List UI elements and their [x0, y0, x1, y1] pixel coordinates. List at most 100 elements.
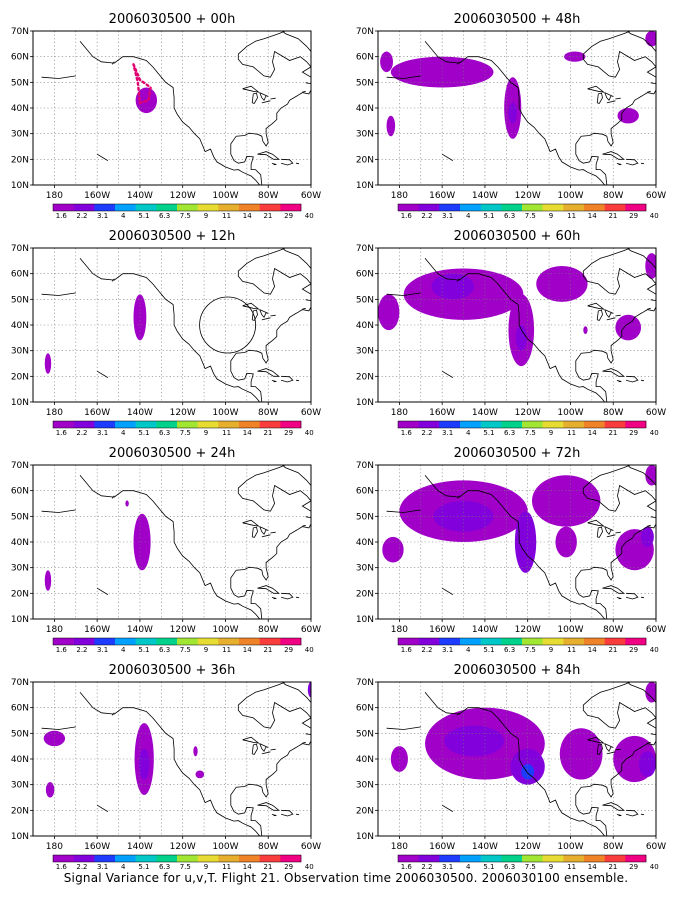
lon-label: 100W: [557, 842, 583, 852]
colorbar-swatch: [239, 204, 260, 211]
lon-label: 80W: [258, 842, 278, 852]
variance-blob: [378, 294, 400, 331]
colorbar-swatch: [53, 638, 74, 645]
coastline: [625, 375, 639, 383]
coastline: [79, 692, 311, 836]
colorbar-label: 21: [263, 646, 272, 654]
lat-label: 70N: [356, 461, 374, 471]
colorbar-label: 5.1: [483, 212, 494, 220]
coastline: [259, 309, 269, 319]
colorbar-swatch: [439, 855, 461, 862]
coastline: [596, 526, 603, 538]
colorbar-swatch: [94, 421, 116, 428]
lat-label: 50N: [11, 729, 29, 739]
lon-label: 180: [46, 191, 63, 201]
colorbar-swatch: [73, 204, 95, 211]
colorbar-label: 21: [608, 646, 617, 654]
coastline: [281, 465, 311, 486]
colorbar-swatch: [156, 421, 178, 428]
lat-label: 70N: [356, 27, 374, 37]
colorbar-swatch: [604, 204, 626, 211]
colorbar-frame: [397, 420, 647, 429]
lon-label: 100W: [557, 191, 583, 201]
colorbar-label: 6.3: [159, 429, 170, 437]
colorbar-label: 14: [243, 429, 252, 437]
lon-label: 160W: [84, 625, 110, 635]
coastline: [251, 526, 258, 538]
coastline: [111, 61, 115, 65]
lat-label: 30N: [11, 564, 29, 574]
colorbar-label: 40: [650, 646, 659, 654]
lat-label: 20N: [11, 372, 29, 382]
lat-label: 50N: [356, 78, 374, 88]
colorbar-frame: [397, 854, 647, 863]
lat-label: 70N: [356, 678, 374, 688]
colorbar-label: 6.3: [504, 646, 515, 654]
colorbar-label: 14: [243, 646, 252, 654]
colorbar-label: 40: [305, 863, 314, 871]
colorbar-label: 9: [549, 863, 553, 871]
lat-label: 50N: [356, 729, 374, 739]
colorbar-label: 3.1: [97, 863, 108, 871]
colorbar-label: 2.2: [421, 212, 432, 220]
coastline: [615, 531, 621, 534]
coastline: [295, 379, 300, 382]
coastline: [270, 97, 276, 100]
lon-label: 100W: [212, 625, 238, 635]
lon-label: 140W: [472, 625, 498, 635]
colorbar-swatch: [280, 204, 302, 211]
lat-label: 30N: [356, 347, 374, 357]
colorbar-swatch: [53, 204, 74, 211]
coastline: [616, 597, 622, 600]
map-frame: [32, 247, 312, 403]
coastline: [302, 90, 306, 93]
colorbar-swatch: [522, 638, 543, 645]
colorbar-label: 1.6: [401, 429, 413, 437]
panel-title: 2006030500 + 36h: [109, 663, 236, 678]
coastline: [582, 465, 656, 512]
coastline: [615, 97, 621, 100]
colorbar-swatch: [53, 421, 74, 428]
lon-label: 100W: [212, 191, 238, 201]
colorbar-label: 21: [608, 429, 617, 437]
lat-label: 70N: [11, 461, 29, 471]
lat-label: 70N: [11, 27, 29, 37]
coastline: [386, 292, 421, 296]
colorbar-swatch: [584, 638, 605, 645]
lat-label: 60N: [356, 53, 374, 63]
colorbar-label: 29: [629, 863, 638, 871]
lon-label: 80W: [603, 408, 623, 418]
coastline: [270, 531, 276, 534]
lat-label: 20N: [356, 806, 374, 816]
coastline: [280, 158, 294, 166]
coastline: [647, 307, 651, 310]
coastline: [587, 85, 606, 93]
colorbar-swatch: [259, 855, 281, 862]
coastline: [111, 495, 115, 499]
colorbar-label: 6.3: [159, 863, 170, 871]
colorbar-swatch: [542, 638, 564, 645]
colorbar-label: 29: [629, 646, 638, 654]
coastline: [640, 596, 645, 599]
coastline: [280, 592, 294, 600]
lon-label: 140W: [127, 625, 153, 635]
lat-label: 30N: [356, 781, 374, 791]
coastline: [587, 736, 606, 744]
coastline: [261, 317, 271, 321]
colorbar-label: 4: [121, 863, 126, 871]
lat-label: 50N: [11, 295, 29, 305]
colorbar-swatch: [73, 638, 95, 645]
colorbar-label: 5.1: [483, 429, 494, 437]
coastline: [456, 495, 460, 499]
coastline: [295, 162, 300, 165]
coastline: [305, 299, 311, 301]
colorbar-frame: [397, 637, 647, 646]
colorbar-swatch: [584, 855, 605, 862]
lon-label: 180: [391, 842, 408, 852]
colorbar-label: 9: [549, 646, 553, 654]
coastline: [305, 82, 311, 84]
colorbar-swatch: [542, 855, 564, 862]
lat-label: 30N: [11, 781, 29, 791]
variance-blob: [44, 353, 52, 374]
